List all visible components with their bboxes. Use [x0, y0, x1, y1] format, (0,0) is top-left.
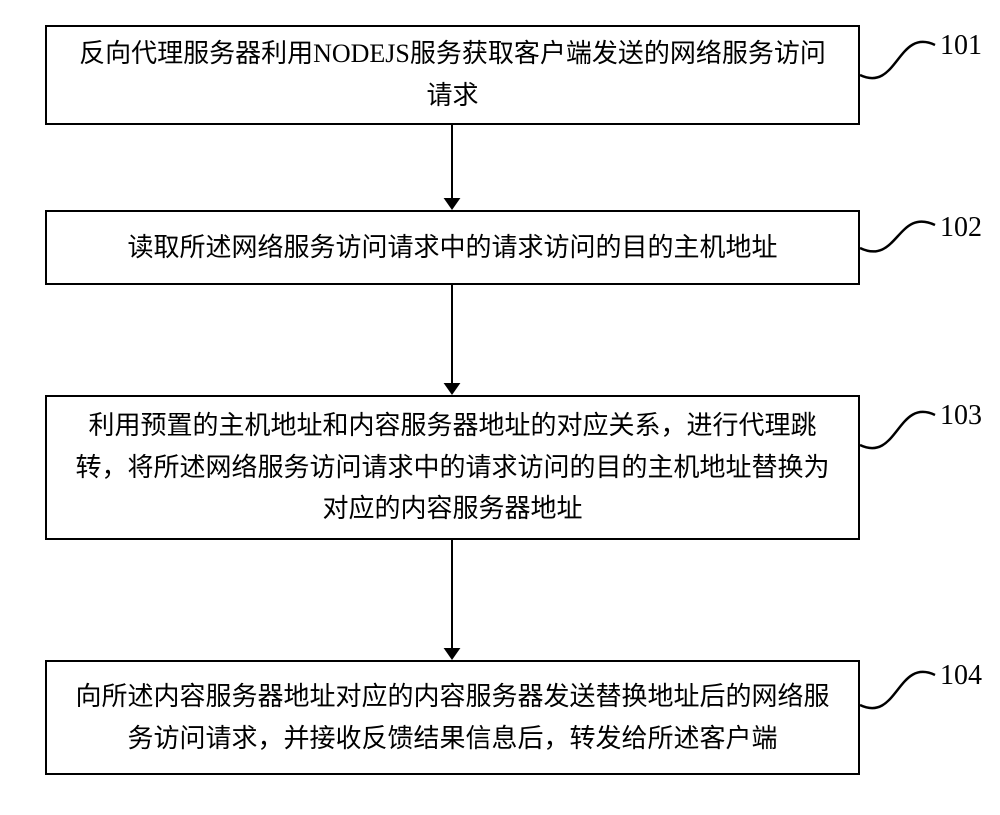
step-3-label: 103 [940, 400, 982, 432]
step-1-text: 反向代理服务器利用NODEJS服务获取客户端发送的网络服务访问请求 [67, 33, 838, 116]
step-2-label: 102 [940, 212, 982, 244]
connector-wavy-3 [850, 395, 945, 465]
step-3-text: 利用预置的主机地址和内容服务器地址的对应关系，进行代理跳转，将所述网络服务访问请… [67, 405, 838, 530]
arrow-1-to-2 [440, 125, 464, 210]
arrow-3-to-4 [440, 540, 464, 660]
step-4-label: 104 [940, 660, 982, 692]
step-4-text: 向所述内容服务器地址对应的内容服务器发送替换地址后的网络服务访问请求，并接收反馈… [67, 676, 838, 759]
arrow-2-to-3 [440, 285, 464, 395]
step-1-label: 101 [940, 30, 982, 62]
flowchart-step-4: 向所述内容服务器地址对应的内容服务器发送替换地址后的网络服务访问请求，并接收反馈… [45, 660, 860, 775]
flowchart-step-3: 利用预置的主机地址和内容服务器地址的对应关系，进行代理跳转，将所述网络服务访问请… [45, 395, 860, 540]
connector-wavy-1 [850, 25, 945, 95]
connector-wavy-2 [850, 205, 945, 268]
flowchart-container: 反向代理服务器利用NODEJS服务获取客户端发送的网络服务访问请求 101 读取… [0, 0, 1000, 815]
flowchart-step-2: 读取所述网络服务访问请求中的请求访问的目的主机地址 [45, 210, 860, 285]
connector-wavy-4 [850, 655, 945, 725]
flowchart-step-1: 反向代理服务器利用NODEJS服务获取客户端发送的网络服务访问请求 [45, 25, 860, 125]
step-2-text: 读取所述网络服务访问请求中的请求访问的目的主机地址 [127, 227, 777, 269]
